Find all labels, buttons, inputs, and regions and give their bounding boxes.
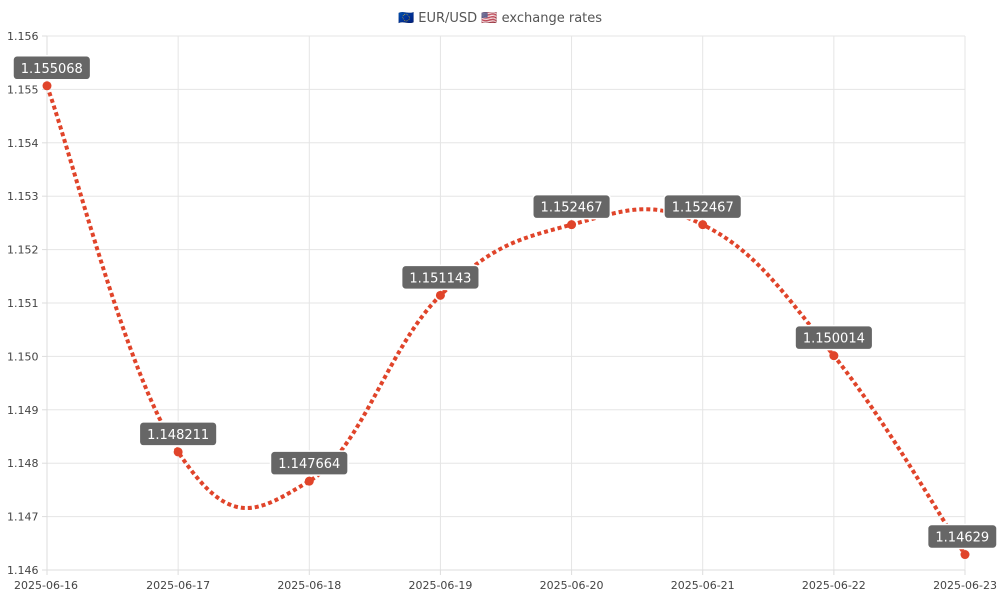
- data-point: [698, 220, 708, 230]
- x-tick-label: 2025-06-21: [671, 579, 735, 592]
- data-label: 1.14629: [926, 523, 998, 550]
- data-label-box: [794, 324, 874, 351]
- y-tick-label: 1.149: [7, 404, 39, 417]
- data-label-text: 1.152467: [672, 201, 734, 216]
- x-tick-label: 2025-06-19: [408, 579, 472, 592]
- data-label-box: [138, 421, 218, 447]
- data-label-box: [269, 450, 349, 476]
- data-point: [960, 550, 970, 560]
- data-label-text: 1.155068: [21, 62, 83, 77]
- chart-title: 🇪🇺 EUR/USD 🇺🇸 exchange rates: [398, 11, 602, 26]
- data-label-box: [12, 55, 92, 81]
- y-tick-label: 1.155: [7, 83, 39, 96]
- data-label-text: 1.14629: [935, 531, 989, 546]
- data-label-text: 1.151143: [409, 271, 471, 286]
- data-labels: 1.155068 1.148211 1.147664 1.151143 1.152467…: [12, 55, 998, 550]
- data-label: 1.151143: [400, 264, 480, 291]
- data-label-text: 1.150014: [803, 332, 865, 347]
- grid: [46, 35, 966, 571]
- y-tick-label: 1.151: [7, 297, 39, 310]
- y-tick-label: 1.146: [7, 564, 39, 577]
- data-label-box: [926, 523, 998, 550]
- data-point: [304, 476, 314, 486]
- data-label-box: [532, 193, 612, 220]
- x-tick-label: 2025-06-20: [540, 579, 604, 592]
- data-point: [567, 220, 577, 230]
- y-tick-label: 1.154: [7, 137, 39, 150]
- data-label: 1.148211: [138, 421, 218, 447]
- data-label: 1.155068: [12, 55, 92, 81]
- x-tick-label: 2025-06-22: [802, 579, 866, 592]
- data-label-text: 1.147664: [278, 457, 340, 472]
- y-tick-label: 1.153: [7, 190, 39, 203]
- data-label: 1.152467: [532, 193, 612, 220]
- data-point: [829, 351, 839, 361]
- data-label: 1.150014: [794, 324, 874, 351]
- data-label-text: 1.148211: [147, 428, 209, 443]
- series-line: [45, 85, 967, 556]
- data-label-box: [663, 193, 743, 220]
- x-tick-label: 2025-06-17: [146, 579, 210, 592]
- data-label: 1.152467: [663, 193, 743, 220]
- data-point: [435, 290, 445, 300]
- y-axis: 1.146 1.147 1.148 1.149 1.150 1.151 1.152 1.153…: [7, 30, 48, 577]
- y-tick-label: 1.156: [7, 30, 39, 43]
- x-tick-label: 2025-06-16: [14, 579, 78, 592]
- data-label: 1.147664: [269, 450, 349, 476]
- x-tick-label: 2025-06-18: [277, 579, 341, 592]
- data-label-box: [400, 264, 480, 291]
- y-tick-label: 1.148: [7, 457, 39, 470]
- data-point: [42, 81, 52, 91]
- y-tick-label: 1.150: [7, 350, 39, 363]
- data-point: [173, 447, 183, 457]
- y-tick-label: 1.147: [7, 511, 39, 524]
- y-tick-label: 1.152: [7, 244, 39, 257]
- data-points: [42, 81, 970, 560]
- x-tick-label: 2025-06-23: [933, 579, 997, 592]
- x-axis: 2025-06-16 2025-06-17 2025-06-18 2025-06-19…: [14, 569, 997, 592]
- data-label-text: 1.152467: [541, 201, 603, 216]
